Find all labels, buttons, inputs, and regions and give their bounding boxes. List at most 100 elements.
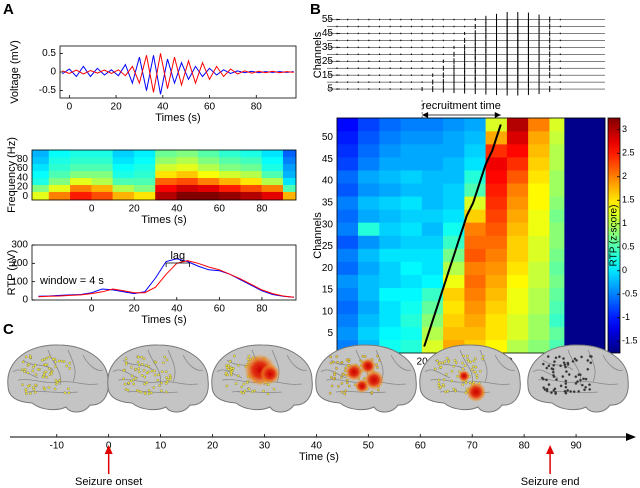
heat-cell bbox=[400, 183, 423, 197]
y-tick-label: 300 bbox=[11, 240, 28, 251]
electrode bbox=[580, 355, 583, 359]
brain-sulcus bbox=[231, 391, 283, 393]
electrode bbox=[47, 386, 51, 389]
heat-cell bbox=[400, 209, 423, 223]
heat-cell bbox=[549, 274, 565, 288]
electrode bbox=[450, 379, 454, 383]
heat-cell bbox=[379, 274, 402, 288]
heat-cell bbox=[155, 177, 178, 185]
electrode bbox=[433, 367, 437, 371]
activity-blob bbox=[345, 363, 363, 381]
electrode bbox=[224, 371, 228, 375]
heat-cell bbox=[485, 117, 508, 132]
heat-cell bbox=[506, 196, 529, 210]
electrode bbox=[547, 383, 551, 386]
electrode bbox=[552, 374, 555, 377]
electrode bbox=[137, 367, 141, 371]
electrode bbox=[579, 378, 582, 382]
x-tick-label: 20 bbox=[207, 441, 219, 452]
heat-cell bbox=[506, 117, 529, 132]
heat-cell bbox=[400, 117, 423, 132]
heat-cell bbox=[564, 261, 606, 275]
electrode bbox=[44, 370, 48, 374]
electrode bbox=[376, 354, 379, 358]
electrode bbox=[57, 359, 61, 363]
heat-cell bbox=[506, 235, 529, 249]
heat-cell bbox=[336, 130, 359, 145]
heat-cell bbox=[358, 261, 380, 275]
heat-cell bbox=[400, 300, 423, 315]
electrode bbox=[68, 361, 72, 365]
y-tick-label: 35 bbox=[322, 198, 334, 209]
heat-cell bbox=[261, 156, 284, 165]
electrode bbox=[246, 381, 249, 384]
heat-cell bbox=[197, 170, 220, 179]
heat-cell bbox=[48, 149, 71, 158]
heat-cell bbox=[155, 191, 178, 201]
electrode bbox=[127, 381, 130, 385]
electrode bbox=[564, 382, 568, 385]
heat-cell bbox=[336, 248, 359, 262]
electrode bbox=[453, 359, 457, 362]
heat-cell bbox=[70, 156, 92, 165]
y-axis-label: RTP (µV) bbox=[6, 250, 18, 296]
electrode bbox=[262, 389, 266, 393]
electrode bbox=[157, 373, 160, 377]
electrode bbox=[34, 373, 38, 376]
electrode bbox=[124, 357, 128, 360]
brain-sulcus bbox=[424, 369, 451, 379]
heat-cell bbox=[336, 209, 359, 223]
heat-cell bbox=[506, 130, 529, 145]
electrode bbox=[463, 364, 467, 368]
colorbar-tick-label: 2 bbox=[622, 171, 627, 181]
y-tick-label: 60 bbox=[17, 163, 29, 174]
brain-sulcus bbox=[117, 379, 199, 385]
heat-cell bbox=[485, 274, 508, 288]
brain-image bbox=[211, 344, 313, 413]
heat-cell bbox=[528, 209, 550, 223]
heat-cell bbox=[549, 222, 565, 236]
electrode bbox=[470, 367, 474, 371]
heat-cell bbox=[48, 191, 71, 201]
x-tick-label: 40 bbox=[171, 204, 183, 215]
electrode bbox=[134, 368, 138, 371]
electrode bbox=[226, 373, 229, 377]
heat-cell bbox=[528, 274, 550, 288]
electrode bbox=[165, 376, 169, 379]
heat-cell bbox=[506, 300, 529, 315]
heat-cell bbox=[528, 117, 550, 132]
brain-sulcus bbox=[27, 391, 79, 393]
electrode bbox=[571, 360, 575, 363]
heat-cell bbox=[358, 117, 380, 132]
heat-cell bbox=[564, 143, 606, 158]
electrode bbox=[464, 381, 468, 385]
electrode bbox=[454, 361, 458, 364]
electrode bbox=[564, 365, 567, 369]
heat-cell bbox=[506, 143, 529, 158]
heat-cell bbox=[133, 184, 156, 192]
electrode bbox=[43, 387, 47, 391]
electrode bbox=[577, 373, 581, 377]
heat-cell bbox=[358, 209, 380, 223]
electrode bbox=[225, 366, 229, 370]
arrowhead bbox=[422, 112, 429, 118]
brain-sulcus bbox=[67, 349, 76, 383]
brain-sulcus bbox=[542, 359, 574, 371]
electrode bbox=[344, 389, 347, 393]
heat-cell bbox=[70, 184, 92, 192]
electrode bbox=[376, 366, 379, 369]
heat-cell bbox=[379, 300, 402, 315]
heat-cell bbox=[506, 169, 529, 184]
electrode bbox=[247, 387, 251, 391]
electrode bbox=[481, 357, 484, 361]
brain-sulcus bbox=[182, 354, 204, 371]
heat-cell bbox=[421, 156, 444, 171]
electrode bbox=[241, 391, 245, 395]
electrode bbox=[40, 358, 44, 362]
x-tick-label: 40 bbox=[171, 304, 183, 315]
heat-cell bbox=[240, 149, 263, 158]
heat-cell bbox=[421, 169, 444, 184]
x-tick-label: 10 bbox=[155, 441, 167, 452]
electrode bbox=[27, 363, 31, 366]
y-tick-label: -0.5 bbox=[39, 85, 57, 96]
